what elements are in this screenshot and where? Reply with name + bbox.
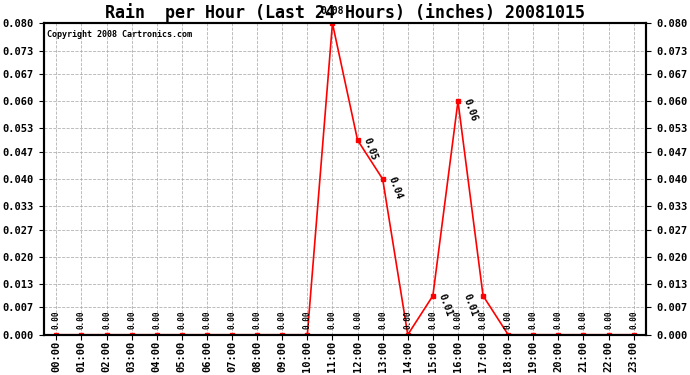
- Text: 0.00: 0.00: [629, 310, 638, 329]
- Text: 0.00: 0.00: [353, 310, 362, 329]
- Text: 0.00: 0.00: [52, 310, 61, 329]
- Text: 0.00: 0.00: [428, 310, 437, 329]
- Text: 0.01: 0.01: [462, 292, 479, 317]
- Text: 0.00: 0.00: [479, 310, 488, 329]
- Text: 0.00: 0.00: [504, 310, 513, 329]
- Text: 0.00: 0.00: [278, 310, 287, 329]
- Text: 0.01: 0.01: [437, 292, 454, 317]
- Text: 0.08: 0.08: [321, 6, 344, 15]
- Text: 0.00: 0.00: [604, 310, 613, 329]
- Text: 0.00: 0.00: [152, 310, 161, 329]
- Text: 0.00: 0.00: [102, 310, 111, 329]
- Text: 0.00: 0.00: [177, 310, 186, 329]
- Text: 0.00: 0.00: [579, 310, 588, 329]
- Title: Rain  per Hour (Last 24 Hours) (inches) 20081015: Rain per Hour (Last 24 Hours) (inches) 2…: [105, 3, 585, 22]
- Text: 0.05: 0.05: [362, 136, 379, 162]
- Text: Copyright 2008 Cartronics.com: Copyright 2008 Cartronics.com: [47, 30, 192, 39]
- Text: 0.00: 0.00: [202, 310, 211, 329]
- Text: 0.00: 0.00: [228, 310, 237, 329]
- Text: 0.06: 0.06: [462, 97, 479, 123]
- Text: 0.00: 0.00: [403, 310, 412, 329]
- Text: 0.00: 0.00: [303, 310, 312, 329]
- Text: 0.00: 0.00: [77, 310, 86, 329]
- Text: 0.00: 0.00: [554, 310, 563, 329]
- Text: 0.00: 0.00: [453, 310, 462, 329]
- Text: 0.00: 0.00: [378, 310, 387, 329]
- Text: 0.00: 0.00: [253, 310, 262, 329]
- Text: 0.00: 0.00: [529, 310, 538, 329]
- Text: 0.04: 0.04: [386, 175, 404, 201]
- Text: 0.00: 0.00: [328, 310, 337, 329]
- Text: 0.00: 0.00: [127, 310, 136, 329]
